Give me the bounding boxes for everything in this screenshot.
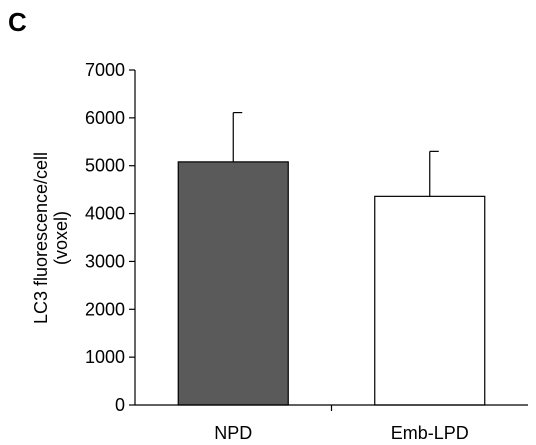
y-axis-ticks: 0 1000 2000 3000 4000 5000 6000 7000	[85, 60, 135, 415]
y-tick-label: 6000	[85, 108, 125, 128]
bars	[177, 161, 486, 406]
error-bars	[232, 111, 439, 197]
y-tick-label: 5000	[85, 156, 125, 176]
y-tick-label: 7000	[85, 60, 125, 80]
y-tick-label: 4000	[85, 204, 125, 224]
panel-label: C	[8, 7, 27, 37]
y-axis-title: LC3 fluorescence/cell (voxel)	[31, 152, 71, 324]
bar-emb-lpd	[374, 195, 486, 406]
y-tick-label: 1000	[85, 347, 125, 367]
y-axis-title-line-1: LC3 fluorescence/cell	[31, 152, 51, 324]
x-category-label: NPD	[214, 423, 252, 443]
x-category-label: Emb-LPD	[391, 423, 469, 443]
y-axis-title-line-2: (voxel)	[51, 211, 71, 265]
y-tick-label: 0	[115, 395, 125, 415]
bar-npd	[177, 161, 289, 406]
y-tick-label: 3000	[85, 251, 125, 271]
y-tick-label: 2000	[85, 299, 125, 319]
x-axis-category-labels: NPD Emb-LPD	[214, 423, 469, 443]
